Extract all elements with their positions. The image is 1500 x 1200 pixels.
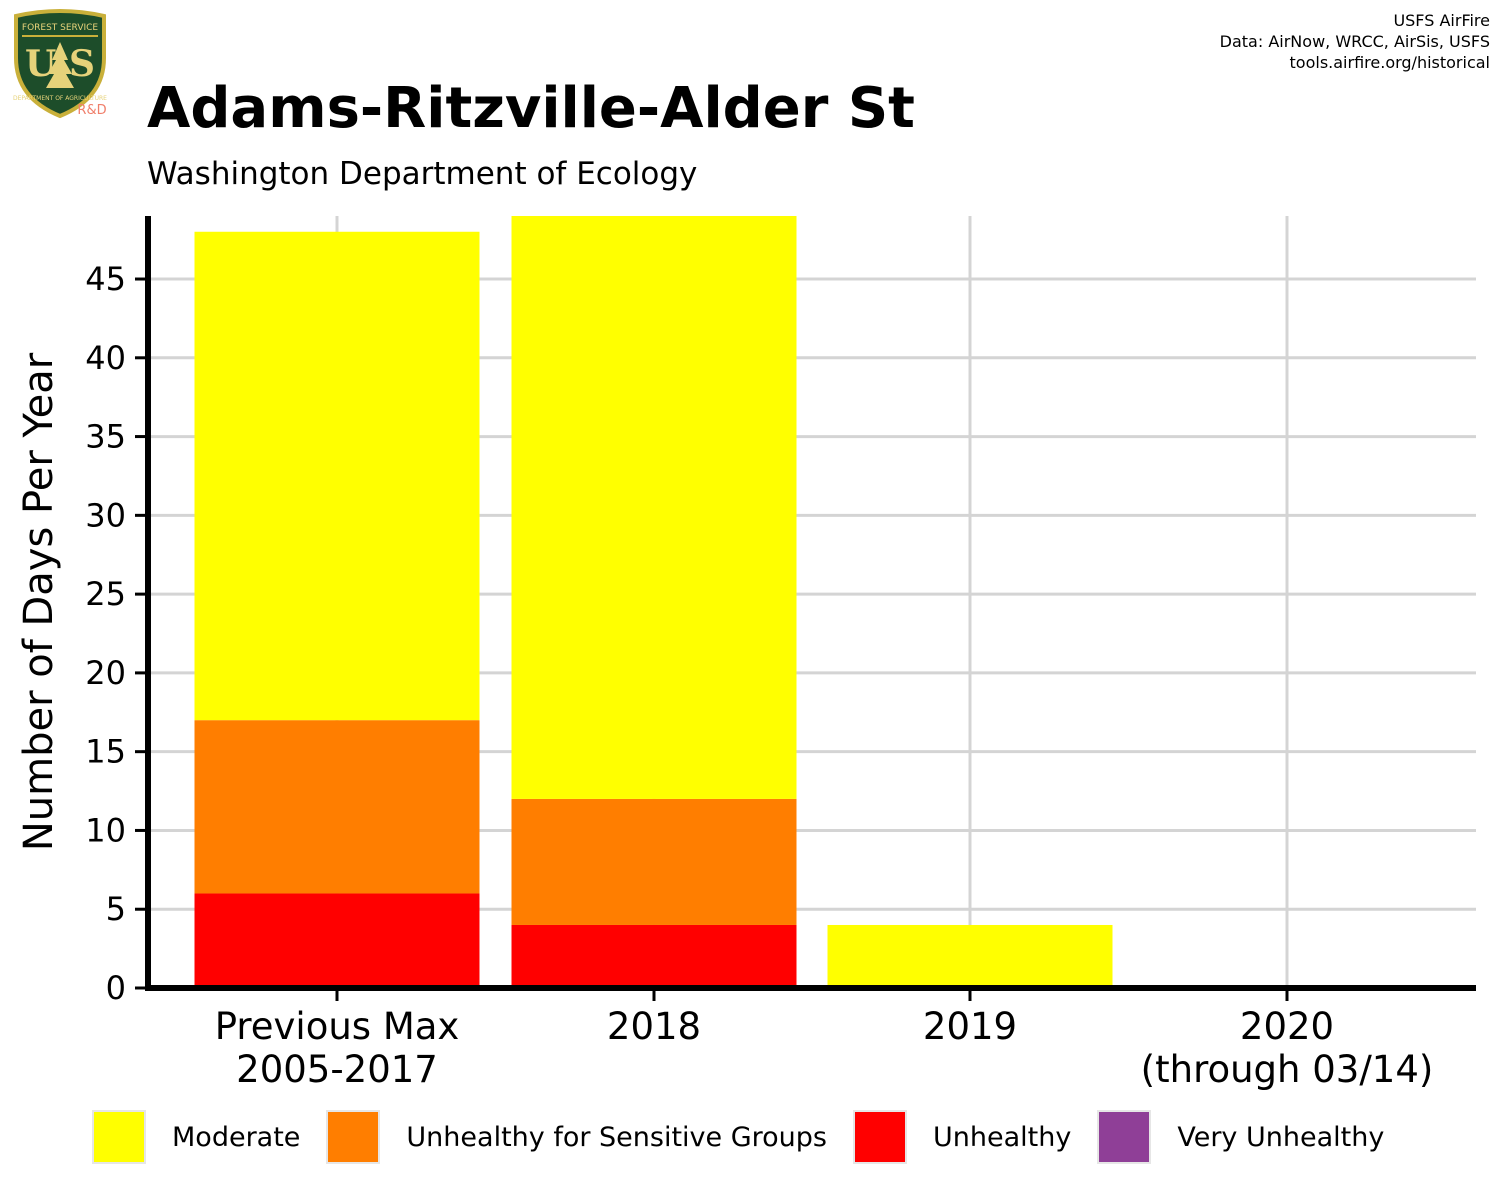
legend-item: Unhealthy	[853, 1110, 1097, 1164]
y-tick-label: 10	[85, 811, 126, 849]
legend-item: Unhealthy for Sensitive Groups	[326, 1110, 853, 1164]
y-tick-label: 5	[106, 890, 126, 928]
bar-segment	[194, 720, 480, 894]
legend-swatch	[1097, 1110, 1152, 1164]
bar-segment	[511, 798, 797, 925]
legend: Moderate Unhealthy for Sensitive Groups Un…	[92, 1110, 1410, 1164]
logo-top-text: FOREST SERVICE	[22, 23, 99, 33]
y-tick-label: 0	[106, 969, 126, 1007]
bar-segment	[194, 893, 480, 988]
credits: USFS AirFire Data: AirNow, WRCC, AirSis,…	[1220, 10, 1490, 73]
y-tick-label: 45	[85, 260, 126, 298]
legend-label: Moderate	[172, 1121, 301, 1153]
credit-line: tools.airfire.org/historical	[1289, 53, 1490, 72]
bar-segment	[511, 216, 797, 799]
x-tick-label: 2018	[607, 1005, 701, 1048]
legend-label: Very Unhealthy	[1177, 1121, 1385, 1153]
bar-segment	[827, 924, 1113, 988]
x-tick-label: 2005-2017	[236, 1048, 438, 1091]
y-axis-label: Number of Days Per Year	[16, 352, 62, 851]
bar-segment	[511, 924, 797, 988]
x-tick-label: (through 03/14)	[1141, 1048, 1434, 1091]
usfs-logo: FOREST SERVICE U S DEPARTMENT OF AGRICUL…	[13, 9, 107, 119]
x-tick-label: 2020	[1240, 1005, 1334, 1048]
legend-label: Unhealthy	[933, 1121, 1072, 1153]
logo-rd: R&D	[77, 103, 106, 118]
bar-segment	[194, 231, 480, 721]
credit-line: Data: AirNow, WRCC, AirSis, USFS	[1219, 32, 1490, 51]
y-tick-label: 30	[85, 496, 126, 534]
credit-line: USFS AirFire	[1393, 11, 1490, 30]
chart-title: Adams-Ritzville-Alder St	[147, 76, 915, 141]
y-tick-label: 15	[85, 733, 126, 771]
y-tick-label: 20	[85, 654, 126, 692]
x-tick-label: 2019	[923, 1005, 1017, 1048]
chart-subtitle: Washington Department of Ecology	[147, 156, 698, 192]
legend-swatch	[326, 1110, 381, 1164]
y-tick-label: 40	[85, 339, 126, 377]
legend-label: Unhealthy for Sensitive Groups	[406, 1121, 827, 1153]
legend-swatch	[92, 1110, 146, 1164]
y-tick-label: 25	[85, 575, 126, 613]
x-tick-label: Previous Max	[215, 1005, 460, 1048]
legend-item: Very Unhealthy	[1097, 1110, 1410, 1164]
legend-swatch	[853, 1110, 907, 1164]
legend-item: Moderate	[92, 1110, 326, 1164]
logo-bottom-text: DEPARTMENT OF AGRICULTURE	[13, 95, 107, 102]
y-tick-label: 35	[85, 418, 126, 456]
